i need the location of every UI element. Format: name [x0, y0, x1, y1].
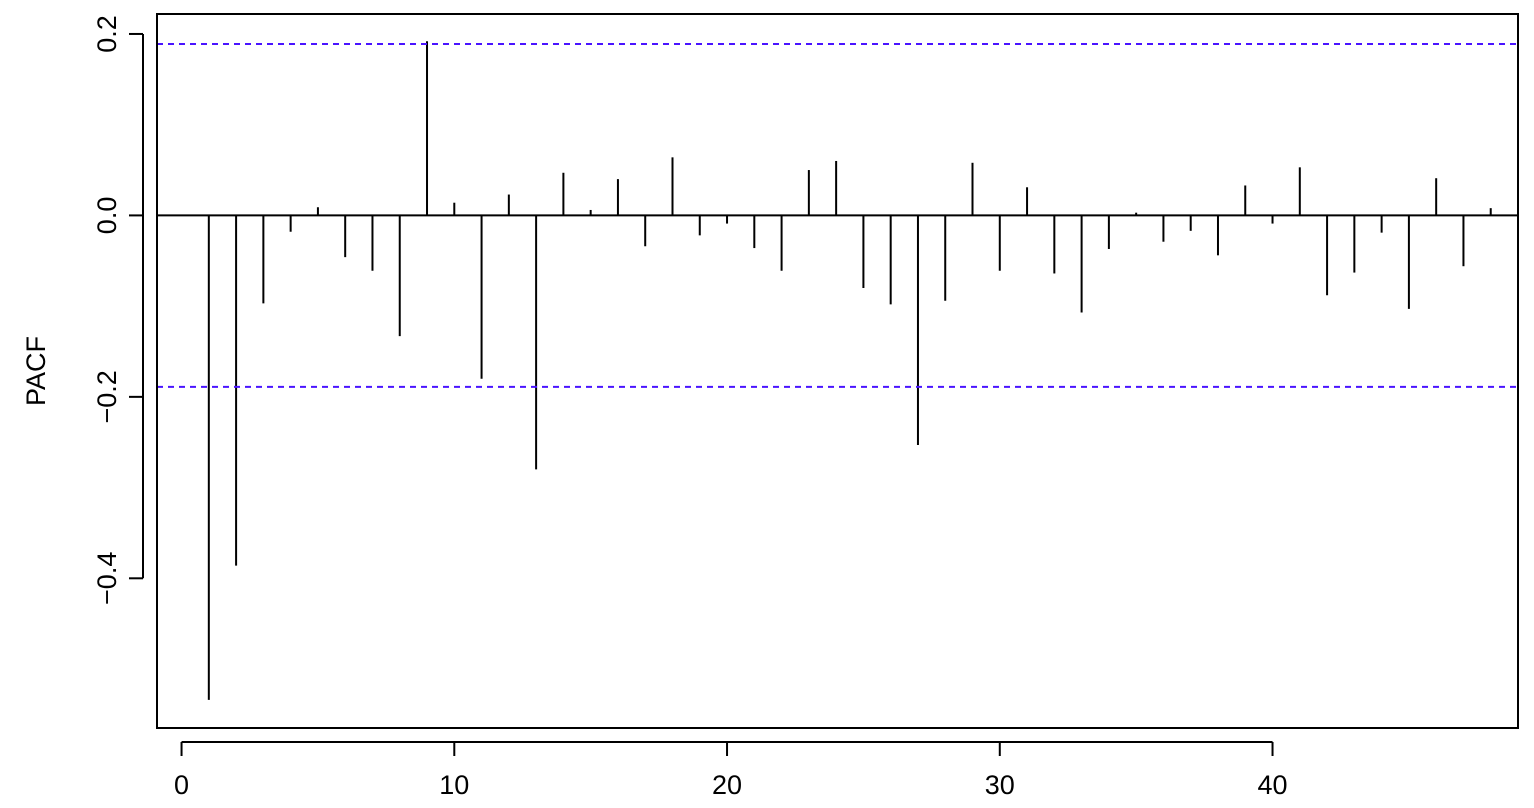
x-axis: 0 10 20 30 40 [174, 741, 1288, 800]
y-tick-label: −0.2 [92, 370, 122, 423]
x-tick-label: 30 [985, 770, 1015, 800]
y-tick-label: 0.2 [92, 15, 122, 53]
x-tick-label: 40 [1258, 770, 1288, 800]
x-tick-label: 20 [712, 770, 742, 800]
y-axis-title: PACF [21, 336, 51, 406]
y-tick-label: −0.4 [92, 552, 122, 605]
plot-frame [156, 13, 1519, 729]
pacf-bars [207, 41, 1492, 700]
y-axis: −0.4 −0.2 0.0 0.2 [92, 15, 144, 605]
y-tick-label: 0.0 [92, 197, 122, 235]
x-tick-label: 0 [174, 770, 189, 800]
x-tick-label: 10 [439, 770, 469, 800]
